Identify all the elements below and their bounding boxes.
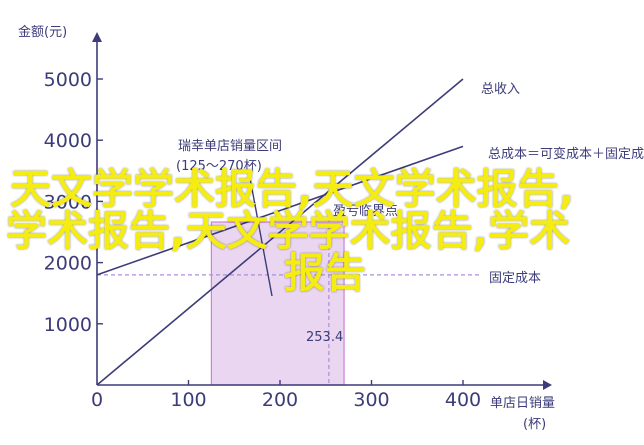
watermark-line-2: 学术报告,天文学学术报告,学术 [6,207,571,255]
x-axis-label: 单店日销量 [490,396,555,411]
total-revenue-line [96,78,464,386]
x-tick-label: 0 [91,389,103,411]
sales-range-band [210,221,345,386]
x-tick-label: 400 [445,389,481,411]
range-leader-line [249,177,273,297]
fixed-cost-series-label: 固定成本 [489,271,541,286]
y-axis-arrow [92,32,102,42]
watermark-line-1: 天文学学术报告,天文学术报告, [10,165,575,213]
y-tick-label: 2000 [44,253,92,275]
x-tick-label: 200 [262,389,298,411]
range-label: 瑞幸单店销量区间 [178,139,282,154]
range-label-values: (125～270杯) [176,159,262,174]
x-axis-arrow [543,380,552,390]
x-tick-label: 100 [170,389,206,411]
y-tick-label: 4000 [44,130,92,152]
y-axis-label: 金额(元) [18,24,67,40]
x-axis-unit-label: (杯) [523,417,546,432]
cost-series-label: 总成本＝可变成本＋固定成本 [488,146,644,162]
revenue-series-label: 总收入 [481,82,520,97]
breakeven-label: 盈亏临界点 [333,204,398,219]
total-cost-line [96,145,464,276]
x-tick-label: 300 [353,389,389,411]
watermark-line-3: 报告 [284,249,366,297]
y-tick-label: 3000 [44,191,92,213]
y-tick-label: 5000 [44,69,92,91]
y-tick-label: 1000 [44,314,92,336]
breakeven-x-value: 253.4 [306,330,343,345]
